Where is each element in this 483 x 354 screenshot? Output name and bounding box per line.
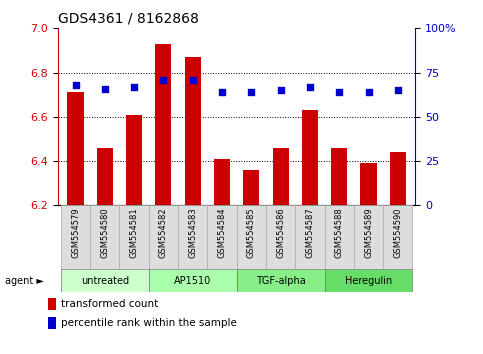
Bar (149, 269, 237, 292)
Bar (48, 317, 56, 329)
Text: GSM554583: GSM554583 (188, 207, 197, 258)
Text: transformed count: transformed count (61, 299, 158, 309)
Text: GSM554585: GSM554585 (247, 207, 256, 258)
Bar (383, 205, 412, 269)
Text: GSM554580: GSM554580 (100, 207, 109, 258)
Text: TGF-alpha: TGF-alpha (256, 275, 305, 286)
Bar (126, 115, 142, 205)
Bar (272, 148, 289, 205)
Bar (354, 205, 383, 269)
Bar (325, 205, 354, 269)
Bar (214, 159, 230, 205)
Point (394, 87, 402, 93)
Bar (360, 163, 377, 205)
Bar (97, 148, 113, 205)
Text: GSM554590: GSM554590 (393, 207, 402, 258)
Bar (237, 269, 325, 292)
Bar (61, 269, 149, 292)
Bar (237, 205, 266, 269)
Bar (266, 205, 295, 269)
Text: untreated: untreated (81, 275, 129, 286)
Bar (178, 205, 207, 269)
Point (71, 82, 79, 88)
Text: GSM554587: GSM554587 (305, 207, 314, 258)
Text: GSM554581: GSM554581 (129, 207, 139, 258)
Text: percentile rank within the sample: percentile rank within the sample (61, 318, 237, 328)
Bar (90, 205, 119, 269)
Point (101, 86, 109, 91)
Bar (48, 298, 56, 310)
Text: Heregulin: Heregulin (345, 275, 392, 286)
Bar (302, 110, 318, 205)
Text: GSM554588: GSM554588 (335, 207, 344, 258)
Text: GSM554582: GSM554582 (159, 207, 168, 258)
Text: GSM554586: GSM554586 (276, 207, 285, 258)
Bar (61, 205, 90, 269)
Bar (331, 148, 347, 205)
Bar (207, 205, 237, 269)
Bar (325, 269, 412, 292)
Point (189, 77, 197, 82)
Bar (156, 44, 171, 205)
Point (247, 89, 255, 95)
Text: GDS4361 / 8162868: GDS4361 / 8162868 (58, 11, 199, 25)
Point (218, 89, 226, 95)
Point (365, 89, 372, 95)
Bar (390, 152, 406, 205)
Bar (185, 57, 201, 205)
Point (335, 89, 343, 95)
Bar (68, 92, 84, 205)
Bar (119, 205, 149, 269)
Point (159, 77, 167, 82)
Point (130, 84, 138, 90)
Text: GSM554589: GSM554589 (364, 207, 373, 258)
Bar (243, 170, 259, 205)
Text: AP1510: AP1510 (174, 275, 212, 286)
Point (306, 84, 314, 90)
Text: GSM554579: GSM554579 (71, 207, 80, 258)
Point (277, 87, 284, 93)
Text: agent ►: agent ► (5, 275, 43, 286)
Bar (295, 205, 325, 269)
Bar (149, 205, 178, 269)
Text: GSM554584: GSM554584 (217, 207, 227, 258)
